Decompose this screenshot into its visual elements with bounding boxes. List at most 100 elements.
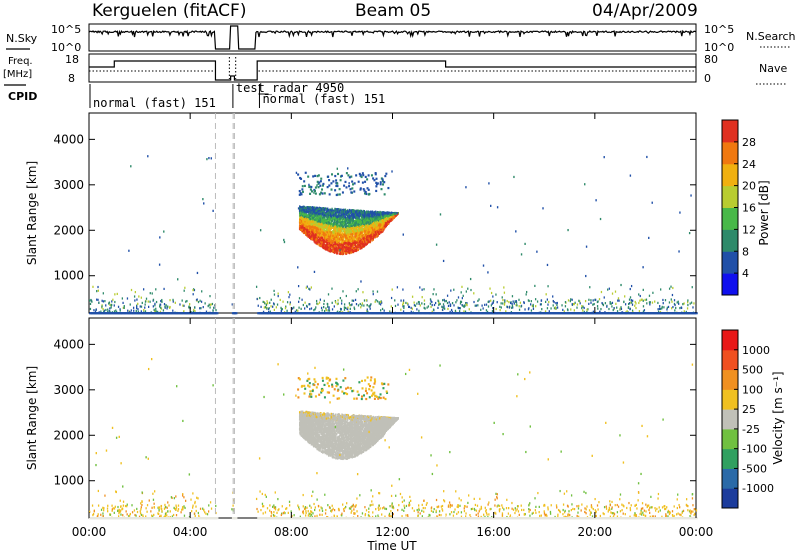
echo-cell — [349, 215, 351, 218]
echo-cell — [153, 308, 155, 311]
echo-cell — [670, 285, 672, 288]
echo-cell — [210, 303, 212, 306]
echo-cell — [358, 226, 360, 229]
echo-cell — [377, 229, 379, 233]
echo-cell — [356, 247, 359, 250]
echo-cell — [332, 248, 335, 251]
echo-cell — [343, 306, 346, 309]
echo-cell — [348, 243, 350, 246]
echo-cell — [411, 295, 414, 298]
echo-cell — [330, 224, 332, 227]
echo-cell — [161, 300, 163, 303]
echo-cell — [495, 307, 497, 311]
echo-cell — [308, 303, 310, 306]
echo-cell — [562, 308, 564, 312]
echo-cell — [326, 229, 329, 232]
nsky-line — [88, 25, 697, 50]
echo-cell — [314, 222, 317, 225]
echo-cell — [172, 298, 174, 301]
echo-cell — [340, 308, 342, 311]
echo-cell — [426, 306, 428, 309]
echo-cell — [344, 246, 347, 250]
echo-cell — [372, 293, 374, 296]
echo-cell — [161, 298, 163, 302]
echo-cell — [598, 298, 601, 301]
echo-cell — [588, 302, 590, 305]
echo-cell — [503, 291, 506, 294]
echo-cell — [130, 288, 133, 292]
echo-cell — [352, 234, 354, 237]
echo-cell — [352, 299, 355, 302]
echo-cell — [349, 245, 351, 249]
echo-cell — [342, 215, 344, 218]
echo-cell — [119, 308, 121, 311]
echo-cell — [431, 303, 433, 307]
freq-trace — [89, 57, 696, 81]
echo-cell — [299, 222, 302, 226]
echo-cell — [355, 226, 357, 229]
echo-cell — [337, 299, 339, 302]
echo-cell — [547, 285, 549, 288]
echo-cell — [179, 303, 181, 306]
echo-cell — [160, 307, 163, 310]
echo-cell — [279, 298, 281, 302]
echo-cell — [364, 212, 367, 216]
echo-cell — [600, 290, 603, 294]
echo-cell — [583, 310, 585, 313]
echo-cell — [350, 228, 353, 231]
echo-cell — [297, 300, 300, 303]
echo-cell — [676, 301, 678, 304]
echo-cell — [446, 301, 449, 305]
echo-cell — [286, 309, 288, 312]
echo-cell — [273, 308, 276, 311]
echo-cell — [689, 302, 691, 305]
echo-cell — [353, 307, 356, 311]
echo-cell — [352, 213, 354, 216]
echo-cell — [327, 243, 329, 246]
echo-cell — [194, 310, 196, 313]
echo-cell — [576, 303, 579, 306]
echo-cell — [270, 298, 272, 301]
echo-cell — [402, 299, 405, 302]
echo-cell — [346, 307, 349, 311]
echo-cell — [270, 305, 272, 308]
echo-cell — [581, 305, 583, 308]
echo-cell — [119, 309, 121, 312]
echo-cell — [370, 218, 373, 222]
echo-cell — [402, 303, 404, 306]
echo-cell — [534, 298, 537, 301]
echo-cell — [327, 305, 329, 308]
echo-cell — [445, 299, 447, 303]
echo-cell — [370, 222, 373, 226]
echo-cell — [579, 302, 581, 305]
echo-cell — [265, 303, 268, 307]
echo-cell — [325, 230, 327, 233]
echo-cell — [330, 225, 333, 228]
echo-cell — [211, 302, 214, 306]
echo-cell — [336, 303, 339, 306]
echo-cell — [329, 232, 331, 235]
echo-cell — [183, 289, 185, 292]
echo-cell — [437, 306, 439, 309]
echo-cell — [154, 304, 156, 307]
cpid-segment-label: normal (fast) 151 — [262, 92, 385, 106]
echo-cell — [360, 235, 362, 238]
echo-cell — [123, 305, 125, 308]
echo-cell — [355, 290, 357, 293]
echo-cell — [464, 310, 467, 313]
echo-cell — [101, 305, 103, 308]
echo-cell — [574, 301, 576, 304]
echo-cell — [365, 229, 367, 233]
echo-cell — [343, 249, 346, 252]
echo-cell — [630, 301, 632, 304]
echo-cell — [339, 227, 341, 231]
echo-cell — [627, 302, 630, 306]
echo-cell — [659, 310, 662, 314]
echo-cell — [327, 231, 329, 234]
echo-cell — [367, 237, 369, 240]
echo-cell — [316, 215, 318, 218]
echo-cell — [642, 305, 645, 308]
echo-cell — [163, 287, 165, 291]
echo-cell — [349, 209, 351, 213]
echo-cell — [592, 303, 594, 306]
